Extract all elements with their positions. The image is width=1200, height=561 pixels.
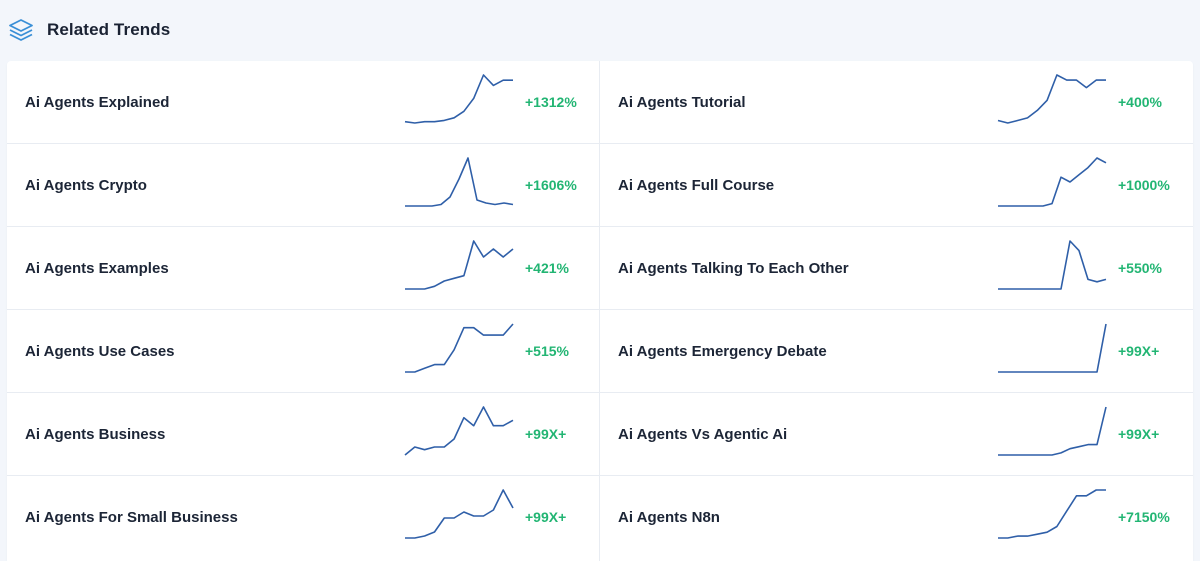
trend-item[interactable]: Ai Agents Business +99X+ xyxy=(7,393,600,476)
sparkline-path xyxy=(997,74,1106,124)
sparkline-path xyxy=(405,157,514,207)
trend-label: Ai Agents Use Cases xyxy=(25,343,175,360)
trend-row: Ai Agents Business +99X+ Ai Agents Vs Agen… xyxy=(7,393,1193,476)
growth-percentage: +99X+ xyxy=(525,426,567,442)
trend-sparkline xyxy=(405,489,514,539)
trend-row: Ai Agents Use Cases +515% Ai Agents Emerge… xyxy=(7,310,1193,393)
layers-icon xyxy=(9,19,33,41)
sparkline-path xyxy=(998,157,1107,207)
trend-sparkline xyxy=(997,74,1106,124)
sparkline-path xyxy=(998,406,1107,456)
row-divider xyxy=(7,392,1193,393)
trend-item[interactable]: Ai Agents Talking To Each Other +550% xyxy=(600,227,1193,310)
growth-percentage: +400% xyxy=(1118,94,1162,110)
trend-item[interactable]: Ai Agents Tutorial +400% xyxy=(600,61,1193,144)
trend-sparkline xyxy=(404,406,514,456)
growth-percentage: +1606% xyxy=(525,177,577,193)
trend-sparkline xyxy=(998,240,1107,290)
growth-percentage: +99X+ xyxy=(1118,426,1160,442)
trend-label: Ai Agents Explained xyxy=(25,94,170,111)
trend-item[interactable]: Ai Agents For Small Business +99X+ xyxy=(7,476,600,559)
trend-row: Ai Agents Crypto +1606% Ai Agents Full Cou… xyxy=(7,144,1193,227)
sparkline-path xyxy=(998,323,1107,373)
sparkline-path xyxy=(405,489,514,539)
trend-label: Ai Agents N8n xyxy=(618,509,720,526)
trend-item[interactable]: Ai Agents Examples +421% xyxy=(7,227,600,310)
sparkline-path xyxy=(405,323,514,373)
growth-percentage: +99X+ xyxy=(525,509,567,525)
sparkline-path xyxy=(998,489,1106,539)
trend-row: Ai Agents Examples +421% Ai Agents Talking… xyxy=(7,227,1193,310)
row-divider xyxy=(7,226,1193,227)
sparkline-path xyxy=(998,240,1107,290)
trend-label: Ai Agents Emergency Debate xyxy=(618,343,827,360)
trend-sparkline xyxy=(405,323,514,373)
trend-item[interactable]: Ai Agents Explained +1312% xyxy=(7,61,600,144)
trend-item[interactable]: Ai Agents Use Cases +515% xyxy=(7,310,600,393)
trend-row: Ai Agents For Small Business +99X+ Ai Agen… xyxy=(7,476,1193,559)
growth-percentage: +7150% xyxy=(1118,509,1170,525)
trend-label: Ai Agents Crypto xyxy=(25,177,147,194)
growth-percentage: +1312% xyxy=(525,94,577,110)
row-divider xyxy=(7,143,1193,144)
trend-sparkline xyxy=(998,406,1107,456)
trend-label: Ai Agents Vs Agentic Ai xyxy=(618,426,788,443)
trend-item[interactable]: Ai Agents N8n +7150% xyxy=(600,476,1193,559)
trend-sparkline xyxy=(998,489,1106,539)
trend-label: Ai Agents Examples xyxy=(25,260,169,277)
trend-sparkline xyxy=(404,74,513,124)
row-divider xyxy=(7,475,1193,476)
sparkline-path xyxy=(404,406,514,456)
section-header: Related Trends xyxy=(0,0,1200,60)
trend-label: Ai Agents Talking To Each Other xyxy=(618,260,849,277)
trend-label: Ai Agents Business xyxy=(25,426,166,443)
growth-percentage: +421% xyxy=(525,260,569,276)
trend-label: Ai Agents Full Course xyxy=(618,177,775,194)
sparkline-path xyxy=(405,240,514,290)
growth-percentage: +99X+ xyxy=(1118,343,1160,359)
trend-label: Ai Agents Tutorial xyxy=(618,94,746,111)
trend-item[interactable]: Ai Agents Full Course +1000% xyxy=(600,144,1193,227)
trend-item[interactable]: Ai Agents Emergency Debate +99X+ xyxy=(600,310,1193,393)
row-divider xyxy=(7,309,1193,310)
trend-sparkline xyxy=(405,240,514,290)
related-trends-card: Ai Agents Explained +1312% Ai Agents Tutor… xyxy=(7,61,1193,561)
trend-sparkline xyxy=(998,157,1107,207)
trend-label: Ai Agents For Small Business xyxy=(25,509,238,526)
column-divider xyxy=(599,61,600,561)
trend-row: Ai Agents Explained +1312% Ai Agents Tutor… xyxy=(7,61,1193,144)
trend-sparkline xyxy=(405,157,514,207)
trend-item[interactable]: Ai Agents Vs Agentic Ai +99X+ xyxy=(600,393,1193,476)
growth-percentage: +515% xyxy=(525,343,569,359)
trend-sparkline xyxy=(998,323,1107,373)
growth-percentage: +1000% xyxy=(1118,177,1170,193)
trend-item[interactable]: Ai Agents Crypto +1606% xyxy=(7,144,600,227)
sparkline-path xyxy=(404,74,513,124)
section-title: Related Trends xyxy=(47,20,171,39)
growth-percentage: +550% xyxy=(1118,260,1162,276)
